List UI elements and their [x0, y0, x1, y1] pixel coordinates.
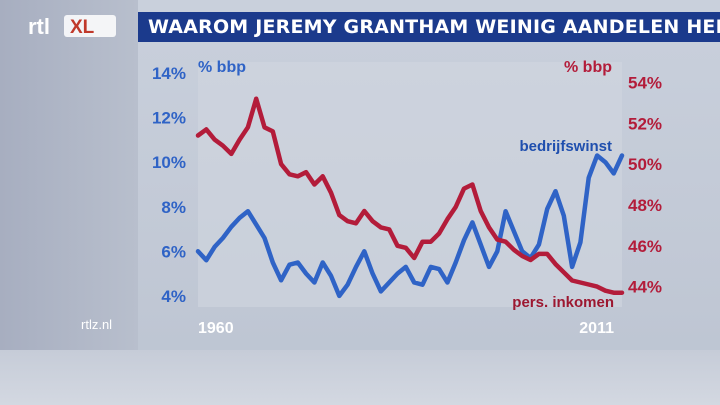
x-tick-label: 2011: [579, 320, 614, 337]
x-tick-label: 1960: [198, 320, 234, 337]
chart-title: WAAROM JEREMY GRANTHAM WEINIG AANDELEN H…: [148, 16, 720, 38]
y-right-tick-label: 48%: [628, 196, 662, 215]
y-left-tick-label: 14%: [152, 64, 186, 83]
y-left-tick-label: 12%: [152, 109, 186, 128]
series-label-bedrijfswinst: bedrijfswinst: [519, 138, 612, 155]
rtl-xl-logo: rtl XL: [28, 14, 116, 39]
y-right-tick-label: 44%: [628, 278, 662, 297]
y-right-tick-label: 46%: [628, 237, 662, 256]
svg-text:rtl: rtl: [28, 14, 50, 39]
series-line-pers-inkomen: [195, 96, 625, 295]
title-bar: [138, 12, 720, 42]
y-left-tick-label: 10%: [152, 153, 186, 172]
y-left-unit-label: % bbp: [198, 59, 246, 76]
plot-area: [198, 62, 622, 307]
svg-text:XL: XL: [70, 17, 95, 38]
y-left-tick-label: 6%: [161, 242, 186, 261]
y-right-tick-label: 52%: [628, 114, 662, 133]
series-line-bedrijfswinst: [195, 153, 625, 299]
y-left-tick-label: 4%: [161, 287, 186, 306]
y-right-unit-label: % bbp: [564, 59, 612, 76]
y-right-tick-label: 54%: [628, 73, 662, 92]
y-right-tick-label: 50%: [628, 155, 662, 174]
bottom-strip: [0, 350, 720, 405]
series-label-pers-inkomen: pers. inkomen: [512, 294, 614, 311]
source-label: rtlz.nl: [81, 317, 113, 332]
y-left-tick-label: 8%: [161, 198, 186, 217]
left-decor-panel: [0, 0, 138, 350]
